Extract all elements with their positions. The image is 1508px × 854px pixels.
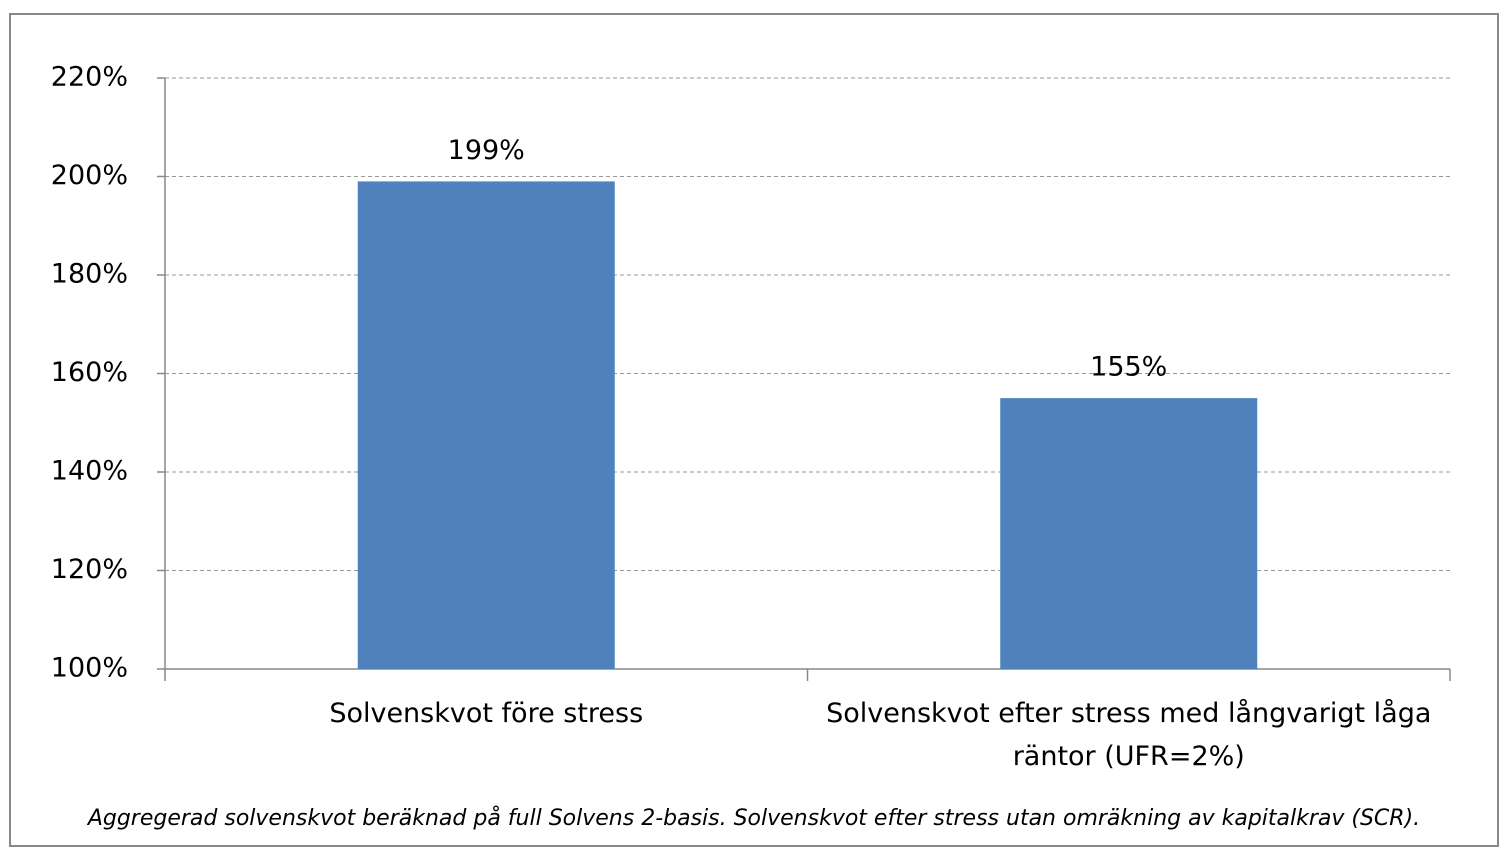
x-tick-label: Solvenskvot före stress — [329, 698, 644, 729]
y-tick-label: 140% — [51, 456, 128, 487]
x-tick-label: Solvenskvot efter stress med långvarigt … — [826, 698, 1432, 772]
annotation: Aggregerad solvenskvot beräknad på full … — [87, 806, 1421, 831]
value-label: 199% — [448, 135, 525, 166]
bar — [357, 181, 615, 670]
bar — [1000, 398, 1258, 669]
y-tick-label: 160% — [51, 357, 128, 388]
y-tick-label: 200% — [51, 160, 128, 191]
y-tick-label: 120% — [51, 554, 128, 585]
frame — [9, 13, 1499, 847]
value-label: 155% — [1090, 352, 1167, 383]
y-tick-label: 180% — [51, 259, 128, 290]
y-tick-label: 220% — [51, 62, 128, 93]
y-tick-label: 100% — [51, 653, 128, 684]
